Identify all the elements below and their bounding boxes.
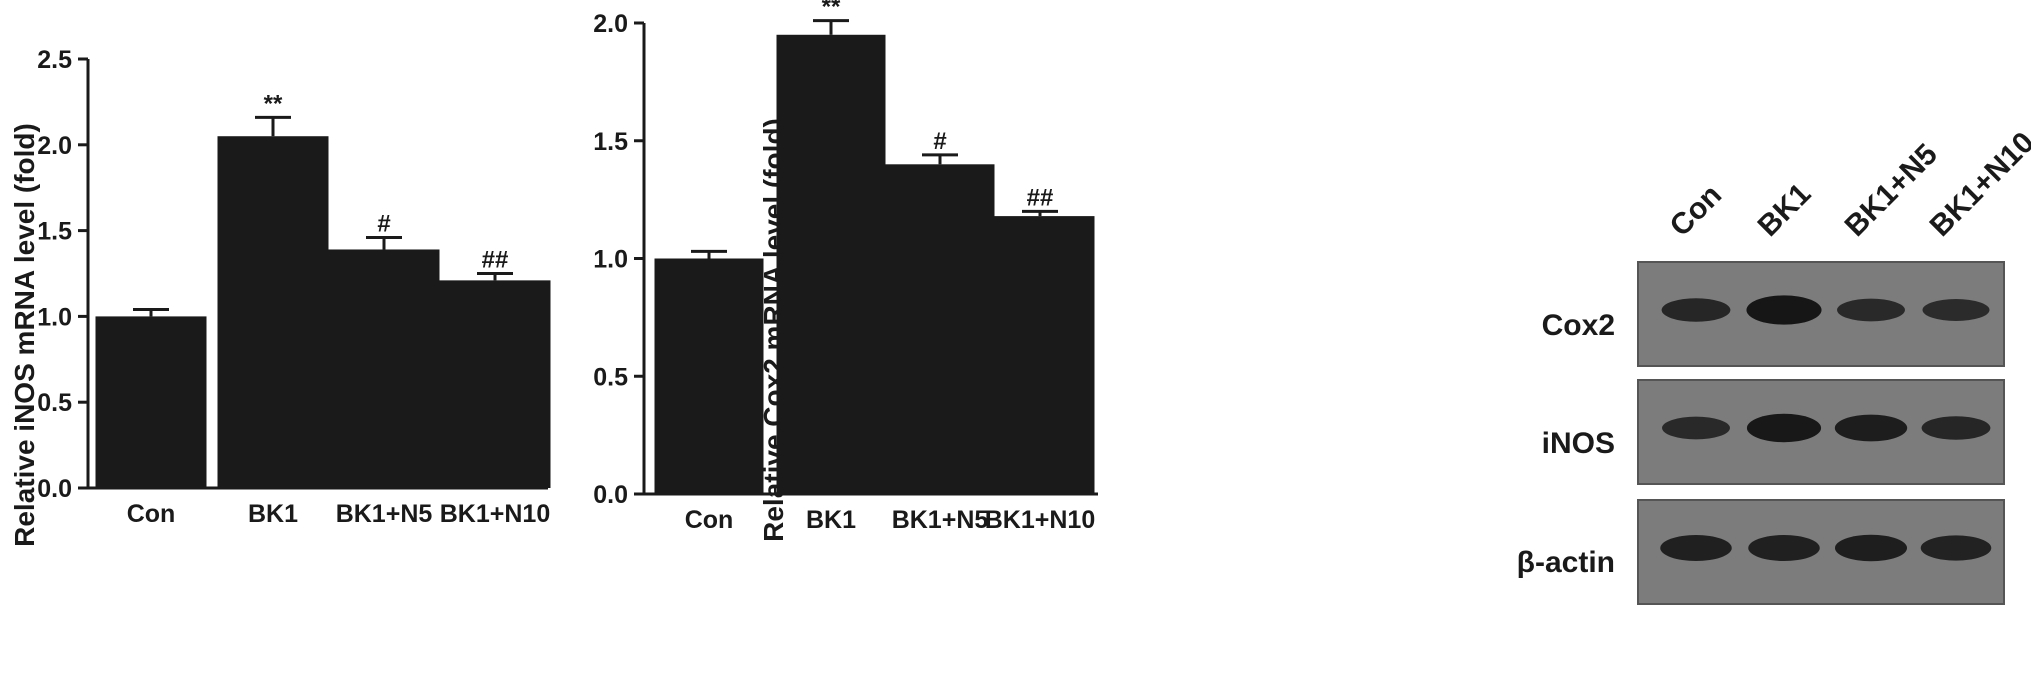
- inos-category-label: BK1: [248, 500, 298, 528]
- blot-band: [1660, 535, 1732, 561]
- inos-y-tick-label: 2.5: [37, 46, 72, 74]
- blot-lane-label: BK1+N5: [1839, 138, 1944, 243]
- inos-category-label: Con: [127, 500, 176, 528]
- inos-y-axis-label: Relative iNOS mRNA level (fold): [9, 123, 40, 547]
- blot-band: [1746, 295, 1822, 325]
- blot-band: [1920, 535, 1992, 561]
- inos-significance-label: **: [264, 90, 283, 117]
- blot-band: [1922, 299, 1990, 321]
- inos-y-tick-label: 0.0: [37, 475, 72, 503]
- blot-band: [1921, 416, 1991, 440]
- cox2-bar-chart: Relative Cox2 mRNA level (fold) 0.00.51.…: [593, 0, 1098, 542]
- cox2-significance-label: ##: [1027, 184, 1054, 211]
- blot-band: [1662, 416, 1730, 440]
- cox2-bar-bk1-n5: [885, 164, 995, 495]
- inos-y-tick-label: 1.5: [37, 218, 72, 246]
- blot-band: [1748, 535, 1820, 561]
- inos-bar-chart: Relative iNOS mRNA level (fold) 0.0 0.5 1.…: [9, 46, 551, 547]
- blot-row-label: Cox2: [1542, 309, 1615, 342]
- blot-strip-border: [1637, 261, 2005, 367]
- inos-y-tick-label: 0.5: [37, 389, 72, 417]
- inos-bar-bk1: [217, 136, 329, 488]
- inos-category-label: BK1+N10: [440, 500, 550, 528]
- blot-band: [1837, 298, 1905, 322]
- blot-lane-label: BK1: [1752, 177, 1818, 243]
- cox2-category-label: Con: [685, 506, 734, 534]
- inos-y-tick-label: 1.0: [37, 303, 72, 331]
- blot-row-label: β-actin: [1517, 546, 1615, 579]
- cox2-bar-con: [654, 258, 764, 494]
- cox2-bar-bk1: [776, 34, 886, 495]
- blot-band: [1834, 534, 1908, 562]
- cox2-category-label: BK1: [806, 506, 856, 534]
- inos-category-label: BK1+N5: [336, 500, 433, 528]
- blot-band: [1746, 413, 1822, 443]
- blot-lane-label: BK1+N10: [1924, 126, 2031, 243]
- inos-y-tick-label: 2.0: [37, 132, 72, 160]
- cox2-bar-bk1-n10: [985, 216, 1095, 495]
- inos-significance-label: ##: [482, 247, 509, 274]
- cox2-significance-label: #: [933, 128, 946, 155]
- blot-strip-border: [1637, 499, 2005, 605]
- blot-strip-border: [1637, 379, 2005, 485]
- inos-bar-con: [95, 316, 207, 488]
- cox2-category-label: BK1+N10: [985, 506, 1095, 534]
- cox2-y-tick-label: 0.5: [593, 363, 628, 391]
- inos-bar-bk1-n10: [439, 280, 551, 488]
- blot-band: [1661, 298, 1731, 322]
- blot-band: [1834, 414, 1908, 442]
- cox2-category-label: BK1+N5: [892, 506, 989, 534]
- cox2-y-tick-label: 0.0: [593, 481, 628, 509]
- cox2-significance-label: **: [822, 0, 841, 21]
- inos-significance-label: #: [377, 210, 390, 237]
- cox2-y-tick-label: 1.0: [593, 246, 628, 274]
- cox2-y-tick-label: 2.0: [593, 10, 628, 38]
- cox2-y-tick-label: 1.5: [593, 128, 628, 156]
- blot-row-label: iNOS: [1542, 427, 1615, 460]
- blot-lane-label: Con: [1664, 178, 1729, 243]
- inos-bar-bk1-n5: [328, 249, 440, 488]
